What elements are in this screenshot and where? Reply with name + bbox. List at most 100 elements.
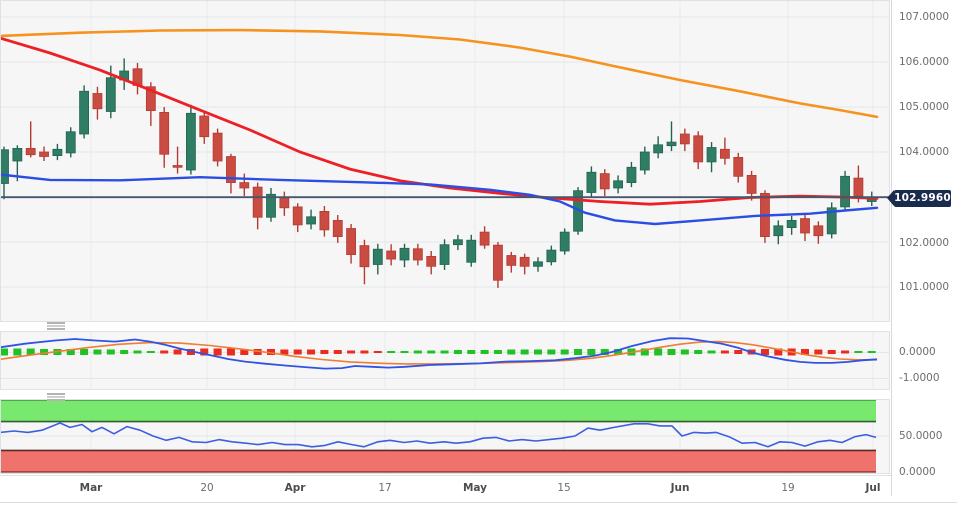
- rsi-panel-drag-handle-icon[interactable]: [47, 393, 65, 401]
- macd-zero-dash: [200, 348, 209, 356]
- candle-body: [479, 231, 490, 246]
- candle-body: [399, 247, 410, 261]
- candle-body: [266, 193, 276, 218]
- price-axis-label: 107.0000: [899, 11, 950, 23]
- macd-zero-dash: [480, 350, 489, 354]
- macd-zero-dash: [0, 348, 8, 356]
- macd-zero-dash: [560, 349, 569, 355]
- candle-body: [239, 182, 250, 189]
- candle-body: [639, 151, 650, 171]
- time-axis-label-20: 20: [200, 482, 214, 494]
- candle-body: [319, 210, 330, 231]
- macd-zero-dash: [293, 349, 302, 355]
- macd-zero-dash: [587, 349, 596, 355]
- macd-zero-dash: [413, 350, 422, 354]
- rsi-axis-label: 0.0000: [899, 466, 936, 478]
- candle-body: [372, 248, 383, 265]
- macd-zero-dash: [226, 348, 235, 356]
- candle-body: [613, 180, 623, 189]
- candle-body: [519, 256, 530, 267]
- macd-zero-dash: [614, 349, 623, 355]
- candle-body: [666, 141, 677, 147]
- candle-body: [145, 86, 156, 112]
- macd-zero-dash: [667, 349, 676, 355]
- candle-body: [252, 186, 263, 218]
- price-axis-label: 101.0000: [899, 281, 950, 293]
- candle-body: [733, 156, 744, 177]
- time-axis-label-jul: Jul: [865, 482, 881, 494]
- candle-body: [546, 249, 557, 263]
- candle-body: [626, 166, 637, 184]
- macd-zero-dash: [146, 351, 155, 353]
- time-axis-label-jun: Jun: [670, 482, 690, 494]
- candle-body: [105, 77, 116, 112]
- macd-zero-dash: [347, 350, 356, 354]
- macd-zero-dash: [493, 350, 502, 354]
- macd-zero-dash: [213, 348, 222, 356]
- candle-body: [306, 216, 316, 225]
- macd-zero-dash: [253, 349, 262, 355]
- time-axis-label-mar: Mar: [79, 482, 103, 494]
- candle-body: [279, 197, 290, 209]
- macd-zero-dash: [26, 348, 35, 356]
- candle-body: [346, 228, 357, 256]
- candle-body: [493, 244, 503, 281]
- price-axis-label: 104.0000: [899, 146, 950, 158]
- price-axis-divider: [891, 0, 892, 496]
- candle-body: [800, 218, 810, 234]
- macd-panel-border: [0, 331, 890, 390]
- macd-zero-dash: [720, 350, 729, 354]
- macd-zero-dash: [280, 349, 289, 355]
- main-panel-border: [0, 0, 890, 322]
- macd-signal-line: [0, 340, 877, 365]
- macd-zero-dash: [654, 348, 663, 356]
- macd-zero-dash: [66, 349, 75, 355]
- macd-zero-dash: [760, 349, 769, 355]
- candle-body: [773, 225, 784, 237]
- candle-body: [599, 173, 610, 190]
- macd-zero-dash: [333, 350, 342, 354]
- macd-zero-dash: [120, 350, 129, 354]
- macd-zero-dash: [186, 349, 195, 355]
- rsi-overbought-band: [0, 400, 876, 422]
- macd-main-line: [0, 337, 878, 370]
- rsi-oversold-band: [0, 450, 876, 472]
- candle-body: [226, 156, 236, 184]
- ma-orange-line: [0, 28, 879, 119]
- candle-body: [693, 135, 704, 163]
- time-axis-border: [0, 475, 891, 476]
- macd-zero-dash: [694, 350, 703, 354]
- candle-body: [452, 239, 463, 246]
- time-axis-label-19: 19: [781, 482, 795, 494]
- macd-zero-dash: [387, 351, 396, 353]
- macd-zero-dash: [360, 350, 369, 354]
- rsi-panel-border: [0, 399, 890, 474]
- macd-zero-dash: [507, 349, 516, 355]
- time-axis-label-apr: Apr: [284, 482, 306, 494]
- candle-body: [853, 177, 864, 197]
- macd-zero-dash: [867, 351, 876, 353]
- macd-zero-dash: [320, 350, 329, 354]
- candle-body: [412, 248, 423, 261]
- price-axis-label: 102.0000: [899, 237, 950, 249]
- candle-body: [199, 115, 210, 138]
- macd-zero-dash: [640, 348, 649, 356]
- price-axis-label: 105.0000: [899, 101, 950, 113]
- candle-body: [679, 133, 690, 145]
- time-axis-label-15: 15: [557, 482, 571, 494]
- candle-body: [159, 112, 170, 155]
- time-axis-label-may: May: [462, 482, 488, 494]
- macd-zero-dash: [520, 349, 529, 355]
- candle-body: [533, 261, 543, 267]
- macd-panel-drag-handle-icon[interactable]: [47, 322, 65, 330]
- macd-zero-dash: [453, 350, 462, 354]
- macd-zero-dash: [13, 348, 22, 356]
- candle-body: [212, 132, 223, 162]
- candle-body: [185, 112, 196, 171]
- candle-body: [25, 147, 36, 156]
- candle-body: [65, 131, 76, 154]
- candle-body: [0, 149, 9, 184]
- price-axis-label: 106.0000: [899, 56, 950, 68]
